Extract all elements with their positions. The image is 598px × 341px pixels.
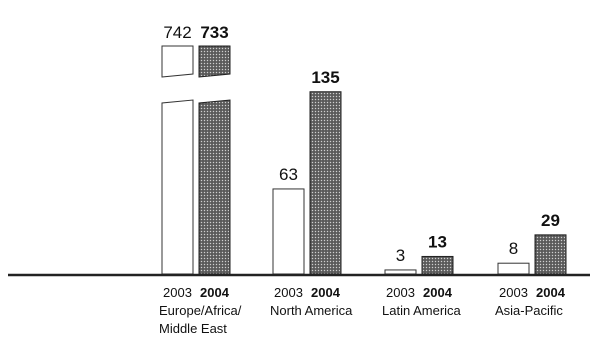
bar-2004-2 — [421, 255, 454, 275]
bar-2003-0 — [161, 99, 194, 275]
bar-2003-2 — [384, 269, 417, 275]
year-label-2004-1: 2004 — [311, 285, 341, 300]
category-label-0-1: Middle East — [159, 321, 227, 336]
year-label-2004-0: 2004 — [200, 285, 230, 300]
year-label-2004-2: 2004 — [423, 285, 453, 300]
category-label-3-0: Asia-Pacific — [495, 303, 563, 318]
value-label-2004-0: 733 — [200, 23, 228, 42]
bar-2004-0 — [198, 99, 231, 275]
year-label-2003-3: 2003 — [499, 285, 528, 300]
category-label-2-0: Latin America — [382, 303, 462, 318]
year-label-2003-0: 2003 — [163, 285, 192, 300]
value-label-2003-2: 3 — [396, 246, 405, 265]
value-label-2004-1: 135 — [311, 68, 339, 87]
value-label-2003-0: 742 — [163, 23, 191, 42]
year-label-2003-1: 2003 — [274, 285, 303, 300]
bar-2003-3 — [497, 262, 530, 275]
value-label-2003-1: 63 — [279, 165, 298, 184]
labels-layer: 742 2003 733 2004 Europe/Africa/Middle East 6… — [159, 23, 566, 336]
bar-top-2004-0 — [198, 45, 231, 78]
bar-2004-3 — [534, 234, 567, 275]
value-label-2004-3: 29 — [541, 211, 560, 230]
year-label-2003-2: 2003 — [386, 285, 415, 300]
value-label-2003-3: 8 — [509, 239, 518, 258]
bar-2004-1 — [309, 91, 342, 275]
category-label-0-0: Europe/Africa/ — [159, 303, 242, 318]
category-label-1-0: North America — [270, 303, 353, 318]
year-label-2004-3: 2004 — [536, 285, 566, 300]
bars-layer — [161, 45, 567, 275]
bar-top-2003-0 — [161, 45, 194, 78]
bar-2003-1 — [272, 188, 305, 275]
value-label-2004-2: 13 — [428, 232, 447, 251]
